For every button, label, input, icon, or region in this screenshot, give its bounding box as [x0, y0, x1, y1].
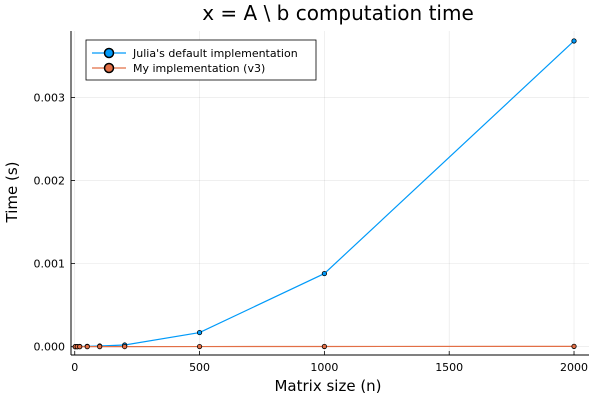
- x-tick-label: 1000: [310, 361, 338, 374]
- y-tick-label: 0.003: [34, 91, 66, 104]
- data-point: [84, 344, 90, 350]
- x-tick-label: 1500: [435, 361, 463, 374]
- legend-label: My implementation (v3): [133, 62, 265, 75]
- y-tick-label: 0.002: [34, 175, 66, 188]
- data-point: [321, 343, 327, 350]
- y-tick-label: 0.001: [34, 258, 66, 271]
- chart-title: x = A \ b computation time: [202, 1, 474, 25]
- legend-marker: [103, 47, 115, 59]
- data-point: [321, 270, 327, 277]
- legend: Julia's default implementation My impleme…: [85, 39, 317, 81]
- y-axis-label: Time (s): [3, 162, 21, 224]
- data-point: [122, 343, 128, 350]
- data-point: [571, 38, 577, 44]
- ticks: 0 500 1000 1500 2000 0.000 0.001 0.002 0.003: [34, 91, 589, 374]
- y-tick-label: 0.000: [34, 341, 66, 354]
- legend-label: Julia's default implementation: [132, 47, 298, 60]
- series-2: [72, 343, 577, 350]
- axes: [70, 31, 589, 356]
- legend-box: [85, 39, 317, 81]
- x-tick-label: 500: [189, 361, 210, 374]
- data-point: [196, 343, 203, 350]
- x-tick-label: 0: [71, 361, 78, 374]
- x-axis-label: Matrix size (n): [274, 377, 381, 395]
- data-point: [77, 344, 83, 350]
- data-point: [97, 344, 103, 350]
- legend-marker: [103, 62, 115, 74]
- data-point: [571, 343, 577, 349]
- x-tick-label: 2000: [560, 361, 588, 374]
- data-point: [196, 329, 203, 336]
- series: [72, 38, 577, 350]
